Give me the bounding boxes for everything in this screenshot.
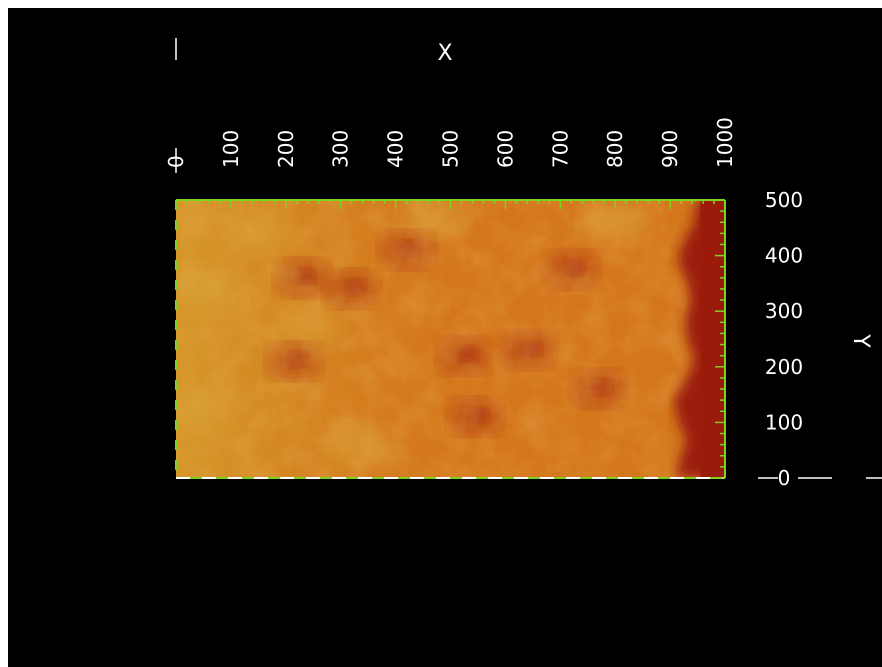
x-tick-label: 600 (493, 130, 517, 168)
y-tick-label: 400 (765, 244, 803, 268)
y-tick-label: 500 (765, 188, 803, 212)
frame-layer (175, 199, 726, 479)
x-tick-label: 700 (548, 130, 572, 168)
x-tick-label: 800 (603, 130, 627, 168)
x-tick-label: 300 (329, 130, 353, 168)
y-tick-label: 300 (765, 299, 803, 323)
surface-layer (176, 200, 725, 478)
x-tick-label: 500 (439, 130, 463, 168)
x-axis-title: X (437, 41, 452, 66)
y-tick-label: 0 (778, 466, 791, 490)
surface-plot: 0 100 200 300 400 500 600 700 800 900 1000 0 100 200… (164, 38, 882, 490)
x-tick-label: 1000 (713, 117, 737, 168)
y-tick-label: 100 (765, 410, 803, 434)
plot-window: 0 100 200 300 400 500 600 700 800 900 1000 0 100 200… (8, 8, 882, 667)
x-tick-label: 400 (384, 130, 408, 168)
x-tick-label: 900 (658, 130, 682, 168)
surface-texture (176, 200, 725, 478)
y-axis: 0 100 200 300 400 500 (758, 188, 882, 490)
x-tick-label: 200 (274, 130, 298, 168)
x-tick-label: 100 (219, 130, 243, 168)
x-axis: 0 100 200 300 400 500 600 700 800 900 1000 (164, 38, 737, 173)
y-tick-label: 200 (765, 355, 803, 379)
dark-edge-band-solid (700, 200, 725, 478)
y-axis-title: Y (848, 333, 873, 348)
